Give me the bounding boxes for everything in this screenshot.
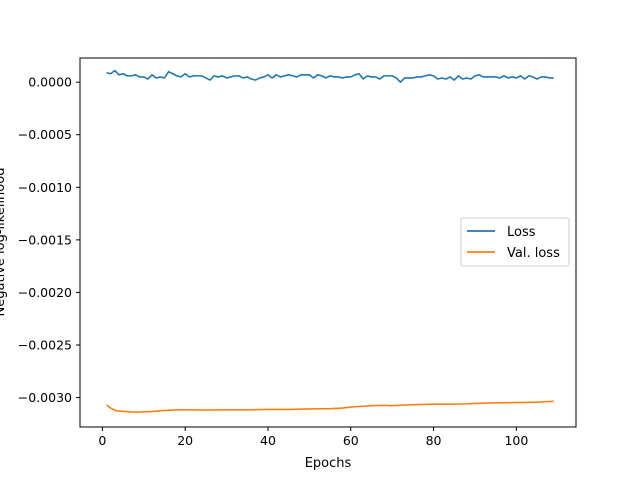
plot-frame [79, 57, 577, 428]
legend-label-val-loss: Val. loss [507, 246, 560, 261]
series-line-val-loss [106, 400, 554, 413]
x-tick-label: 60 [343, 433, 359, 448]
y-tick-label: 0.0000 [28, 75, 72, 90]
y-tick-label: −0.0020 [18, 285, 72, 300]
x-tick-label: 80 [426, 433, 442, 448]
series-line-loss [106, 69, 554, 83]
x-tick-label: 40 [260, 433, 276, 448]
x-axis-label: Epochs [305, 456, 352, 471]
x-tick-label: 0 [98, 433, 106, 448]
x-axis: 0 20 40 60 80 100 [98, 427, 528, 448]
x-tick-label: 100 [504, 433, 528, 448]
y-tick-label: −0.0015 [18, 232, 72, 247]
y-axis-label: Negative log-likelihood [0, 168, 8, 317]
y-axis: 0.0000 −0.0005 −0.0010 −0.0015 −0.0020 −0.002… [18, 75, 80, 405]
legend-label-loss: Loss [507, 225, 536, 240]
legend-frame [460, 217, 570, 267]
legend: Loss Val. loss [460, 217, 570, 267]
y-tick-label: −0.0025 [18, 338, 72, 353]
x-tick-label: 20 [177, 433, 193, 448]
y-tick-label: −0.0010 [18, 180, 72, 195]
series-layer [106, 69, 554, 413]
y-tick-label: −0.0005 [18, 127, 72, 142]
y-tick-label: −0.0030 [18, 390, 72, 405]
